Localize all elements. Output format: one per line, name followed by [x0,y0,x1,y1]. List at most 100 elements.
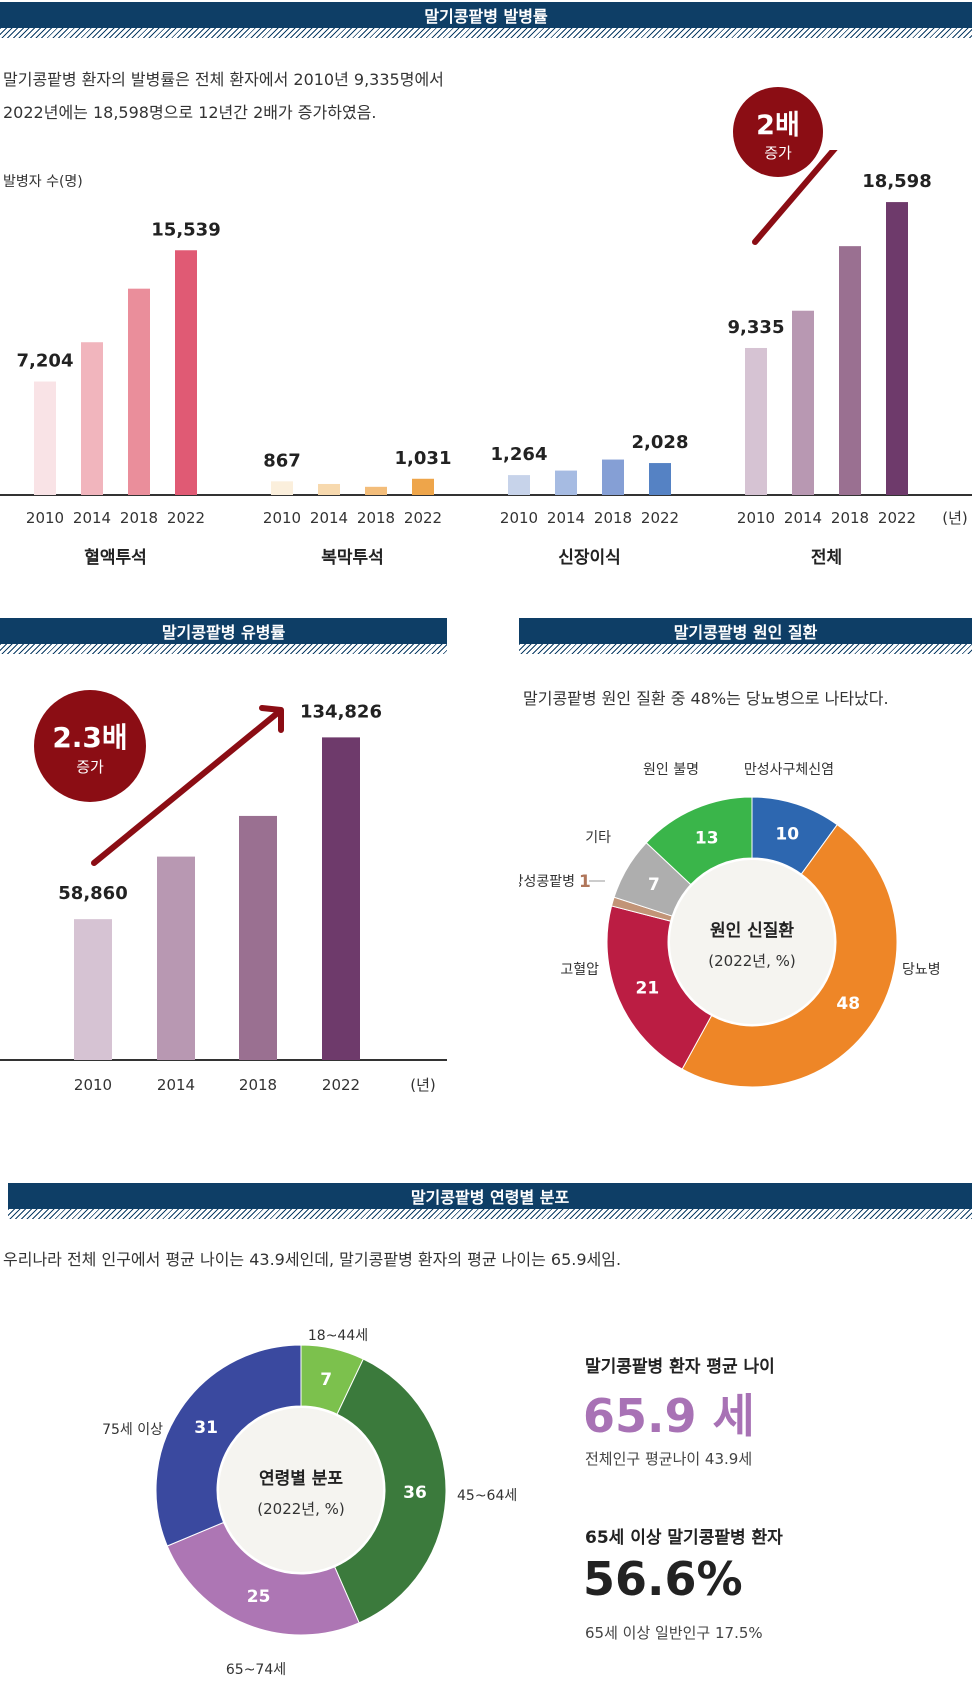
prevalence-2-3x-badge: 2.3배 증가 [34,690,146,802]
badge-big-text: 2배 [756,110,800,141]
section4-desc: 우리나라 전체 인구에서 평균 나이는 43.9세인데, 말기콩팥병 환자의 평… [3,1250,622,1269]
slice-value: 21 [636,978,660,998]
data-label: 58,860 [58,883,127,904]
slice-당뇨병 [681,823,898,1088]
bar-혈액투석-2014 [81,342,103,495]
incidence-bar-chart: 2010 7,204 2014 2018 2022 15,539 혈액투석 2010 867 20… [0,150,972,568]
trend-arrow-line [752,150,838,245]
tick-label: 2018 [357,509,395,527]
tick-label: 2010 [737,509,775,527]
badge-small-text: 증가 [76,758,104,776]
badge-small-text: 증가 [764,144,792,162]
section1-desc-line2: 2022년에는 18,598명으로 12년간 2배가 증가하였음. [3,103,377,122]
slice-고혈압 [606,905,713,1070]
tick-label: 2018 [831,509,869,527]
center-subtitle: (2022년, %) [257,1500,344,1518]
group-label: 신장이식 [558,548,621,568]
bar-신장이식-2018 [602,459,624,495]
bar-전체-2014 [792,310,814,495]
tick-label: 2014 [547,509,585,527]
over65-value: 56.6% [583,1552,743,1606]
slice-label: 65~74세 [226,1662,286,1678]
tick-label: 2010 [500,509,538,527]
tick-label: 2014 [310,509,348,527]
trend-arrow-line [91,708,283,866]
data-label: 2,028 [632,432,689,453]
slice-value: 48 [836,994,860,1014]
section3-banner: 말기콩팥병 원인 질환 [519,618,972,644]
slice-value: 36 [403,1483,427,1503]
x-unit-label: (년) [942,509,968,527]
bar-복막투석-2022 [412,478,434,495]
slice-value: 31 [194,1418,218,1438]
section1-desc-line1: 말기콩팥병 환자의 발병률은 전체 환자에서 2010년 9,335명에서 [3,70,444,89]
badge-big-text: 2.3배 [52,721,128,754]
data-label: 15,539 [151,219,220,240]
center-subtitle: (2022년, %) [708,952,795,970]
bar-신장이식-2022 [649,463,671,495]
bar-2014 [157,856,195,1060]
slice-value: 7 [648,875,660,895]
over65-title: 65세 이상 말기콩팥병 환자 [585,1528,783,1548]
slice-label: 원인 불명 [643,762,699,778]
bar-혈액투석-2022 [175,250,197,495]
prevalence-bar-chart: 2010 58,860 2014 2018 2022 134,826 (년) [0,701,447,1094]
bar-2010 [74,919,112,1060]
data-label: 18,598 [862,171,931,192]
tick-label: 2010 [26,509,64,527]
trend-arrow-head [259,705,284,733]
center-title: 원인 신질환 [710,920,794,941]
donut-center [219,1408,383,1572]
slice-65~74세 [166,1521,360,1636]
tick-label: 2018 [594,509,632,527]
bar-전체-2010 [745,347,767,495]
slice-label: 낭성콩팥병 [519,874,575,890]
section3-desc: 말기콩팥병 원인 질환 중 48%는 당뇨병으로 나타났다. [523,689,889,708]
slice-label: 75세 이상 [102,1422,163,1438]
slice-value: 7 [320,1370,332,1390]
group-label: 전체 [811,548,842,568]
data-label: 7,204 [17,351,74,372]
slice-value: 10 [775,825,799,845]
data-label: 134,826 [300,701,382,722]
bar-전체-2018 [839,246,861,495]
slice-value: 25 [247,1587,271,1607]
slice-label: 만성사구체신염 [744,762,834,778]
slice-label: 고혈압 [560,962,599,978]
tick-label: 2010 [263,509,301,527]
tick-label: 2014 [73,509,111,527]
tick-label: 2022 [404,509,442,527]
donut-center [670,860,834,1024]
bar-2018 [239,815,277,1060]
tick-label: 2018 [239,1076,277,1094]
tick-label: 2018 [120,509,158,527]
bar-복막투석-2010 [271,481,293,495]
x-unit-label: (년) [410,1076,436,1094]
bar-혈액투석-2010 [34,381,56,495]
data-label: 1,031 [395,448,452,469]
bar-전체-2022 [886,202,908,496]
group-label: 복막투석 [321,548,384,568]
tick-label: 2022 [167,509,205,527]
slice-원인 불명 [645,796,753,886]
bar-2022 [322,737,360,1060]
bar-복막투석-2018 [365,486,387,495]
tick-label: 2014 [157,1076,195,1094]
tick-label: 2014 [784,509,822,527]
avg-age-value: 65.9 세 [583,1389,755,1443]
slice-label: 당뇨병 [902,962,941,978]
incidence-2x-badge: 2배 증가 [733,87,823,177]
section2-hatch [0,644,447,654]
data-label: 867 [263,450,301,471]
section1-hatch [0,28,972,38]
section2-banner: 말기콩팥병 유병률 [0,618,447,644]
center-title: 연령별 분포 [259,1468,343,1489]
bar-신장이식-2014 [555,470,577,495]
slice-label: 45~64세 [457,1488,517,1504]
avg-age-sub: 전체인구 평균나이 43.9세 [585,1450,753,1468]
slice-label: 기타 [585,830,611,846]
bar-혈액투석-2018 [128,288,150,495]
tick-label: 2022 [322,1076,360,1094]
slice-75세 이상 [155,1344,302,1547]
